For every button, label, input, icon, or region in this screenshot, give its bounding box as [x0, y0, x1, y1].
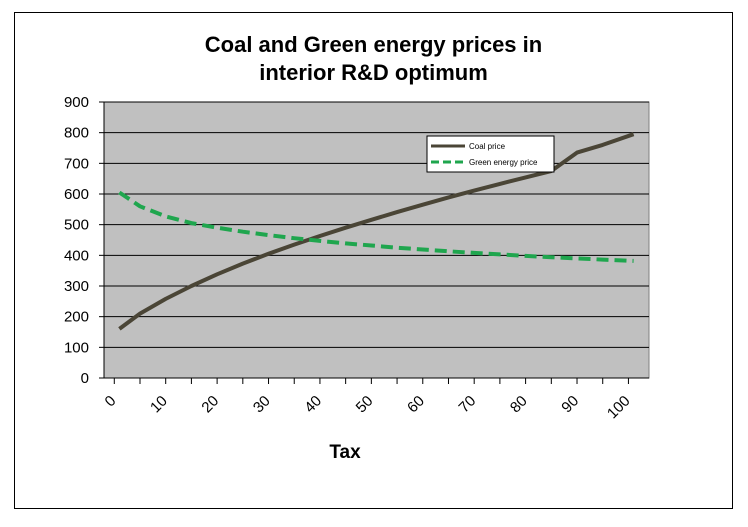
- x-tick-label: 80: [507, 392, 531, 416]
- x-tick-label: 100: [604, 392, 634, 422]
- legend-box: [426, 135, 555, 173]
- legend-label: Coal price: [469, 142, 506, 151]
- series-lines: [118, 132, 635, 331]
- series-line-green-energy-price: [118, 190, 634, 263]
- y-tick-label: 600: [64, 186, 89, 203]
- y-tick-label: 400: [64, 247, 89, 264]
- x-tick-label: 50: [353, 392, 377, 416]
- x-tick-label: 30: [250, 392, 274, 416]
- x-tick-label: 70: [456, 392, 480, 416]
- y-tick-label: 900: [64, 94, 89, 111]
- x-tick-label: 40: [301, 392, 325, 416]
- y-tick-label: 700: [64, 155, 89, 172]
- legend: Coal price Green energy price: [426, 135, 555, 173]
- y-tick-label: 0: [81, 370, 89, 387]
- x-tick-label: 10: [147, 392, 171, 416]
- plot-area: [103, 101, 650, 379]
- x-tick-label: 0: [102, 392, 120, 410]
- y-tick-label: 500: [64, 217, 89, 234]
- x-tick-label: 90: [558, 392, 582, 416]
- chart-title-line-1: Coal and Green energy prices in: [204, 32, 543, 57]
- y-tick-label: 800: [64, 125, 89, 142]
- y-tick-label: 200: [64, 309, 89, 326]
- x-tick-label: 60: [404, 392, 428, 416]
- chart-title: Coal and Green energy prices in interior…: [14, 31, 733, 87]
- chart-title-line-2: interior R&D optimum: [259, 60, 488, 85]
- x-axis-title: Tax: [329, 442, 361, 463]
- legend-label: Green energy price: [469, 158, 538, 167]
- y-tick-label: 300: [64, 278, 89, 295]
- series-line-coal-price: [118, 132, 635, 331]
- y-tick-label: 100: [64, 339, 89, 356]
- x-tick-label: 20: [198, 392, 222, 416]
